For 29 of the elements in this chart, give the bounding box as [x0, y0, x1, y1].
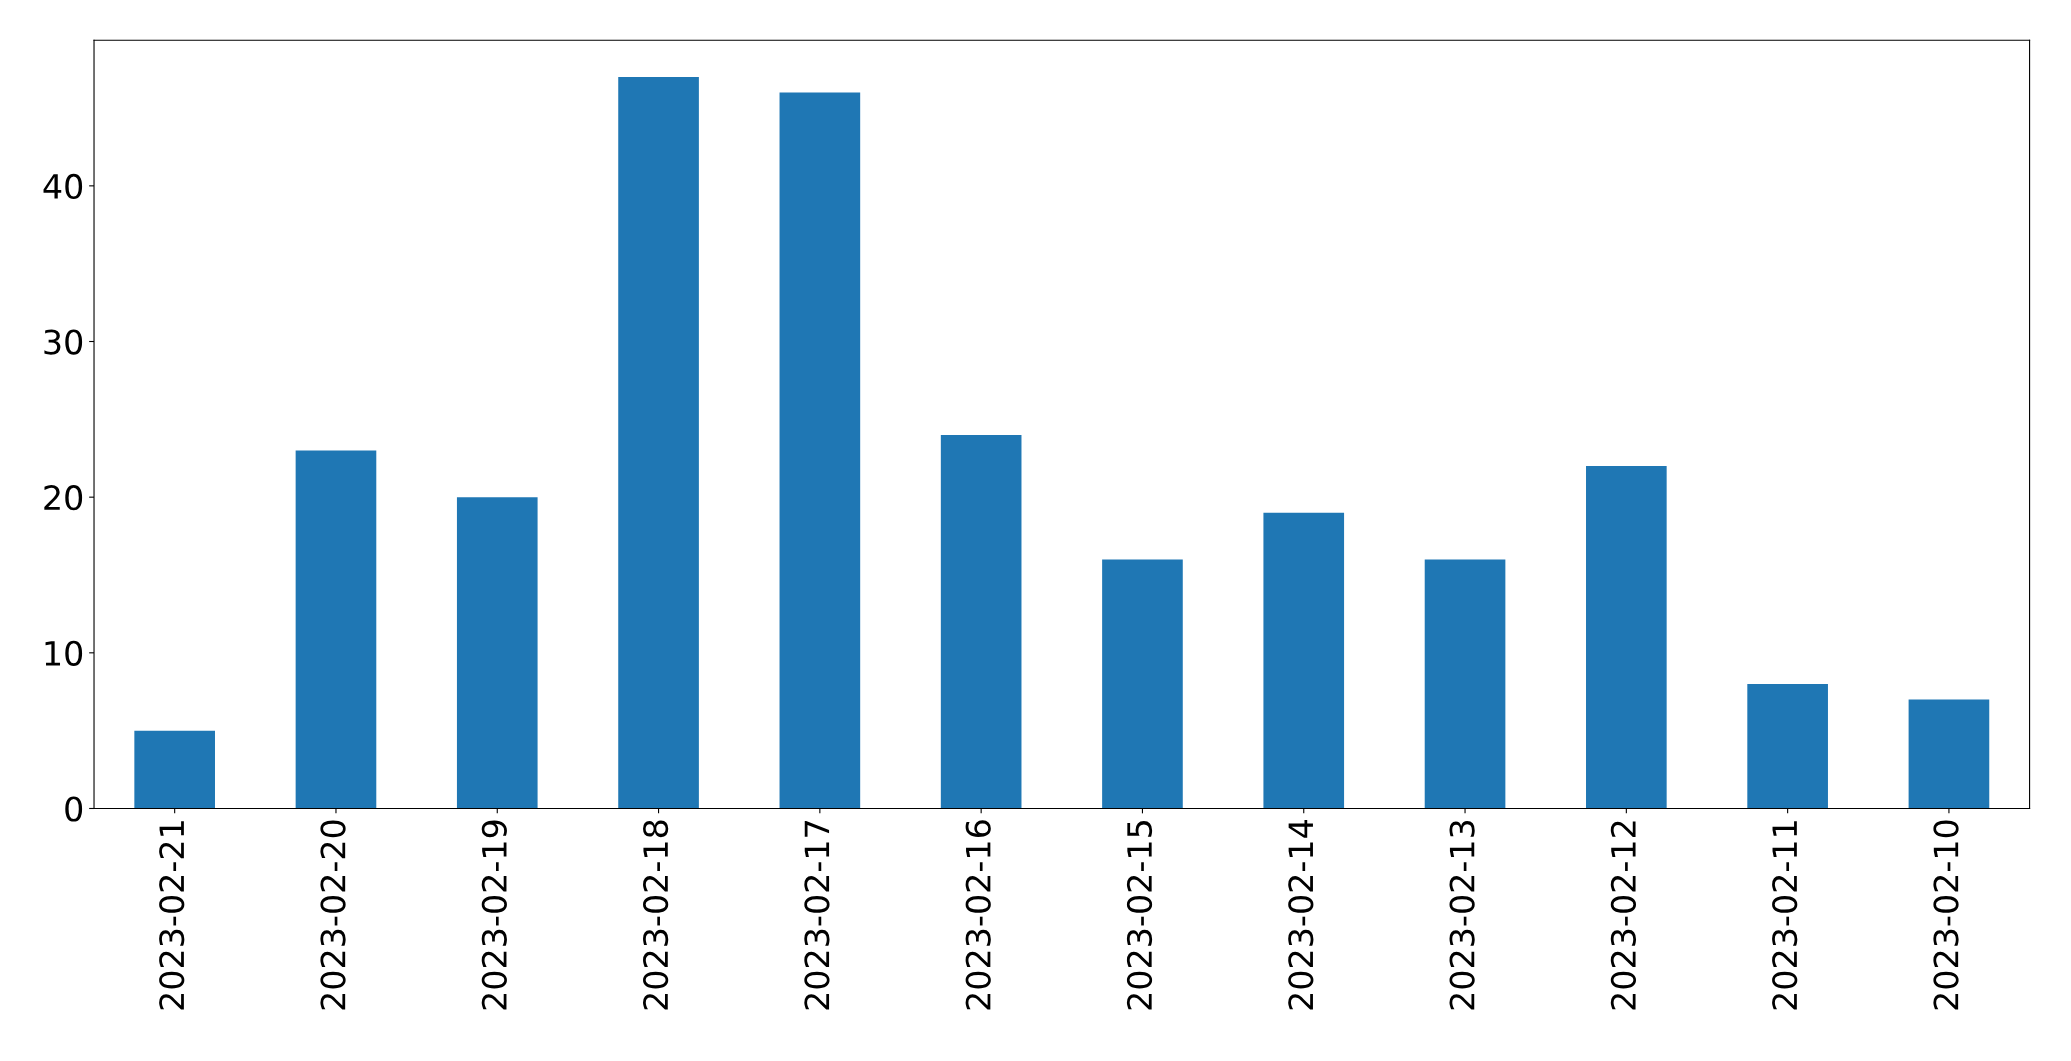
y-tick-label: 10: [45, 640, 83, 666]
x-tick-label: 2023-02-14: [1288, 820, 1314, 1010]
bar: [1908, 699, 1990, 809]
bar: [779, 92, 861, 809]
x-tick-label: 2023-02-11: [1772, 821, 1798, 1010]
y-tick-label: 0: [65, 796, 83, 822]
y-tick-label: 40: [43, 173, 83, 199]
x-tick-label: 2023-02-13: [1449, 820, 1475, 1010]
bar: [1424, 559, 1506, 809]
x-tick-label: 2023-02-17: [804, 821, 830, 1010]
x-tick-label: 2023-02-18: [643, 820, 669, 1010]
x-tick-label: 2023-02-12: [1610, 821, 1637, 1010]
bar: [1102, 559, 1183, 809]
y-tick-label: 30: [44, 329, 83, 355]
bar: [456, 497, 538, 809]
x-tick-label: 2023-02-16: [965, 820, 991, 1010]
bar: [295, 450, 377, 809]
bar: [618, 76, 699, 809]
x-tick-label: 2023-02-20: [320, 820, 346, 1010]
bar: [1747, 683, 1828, 809]
x-tick-label: 2023-02-19: [481, 820, 507, 1010]
bar: [134, 730, 215, 809]
x-tick-label: 2023-02-21: [159, 821, 185, 1010]
y-tick-label: 20: [44, 485, 83, 511]
x-tick-label: 2023-02-10: [1933, 820, 1959, 1010]
bar: [940, 434, 1022, 809]
x-tick-label: 2023-02-15: [1126, 821, 1153, 1010]
bar: [1263, 512, 1345, 809]
bar: [1586, 466, 1667, 809]
